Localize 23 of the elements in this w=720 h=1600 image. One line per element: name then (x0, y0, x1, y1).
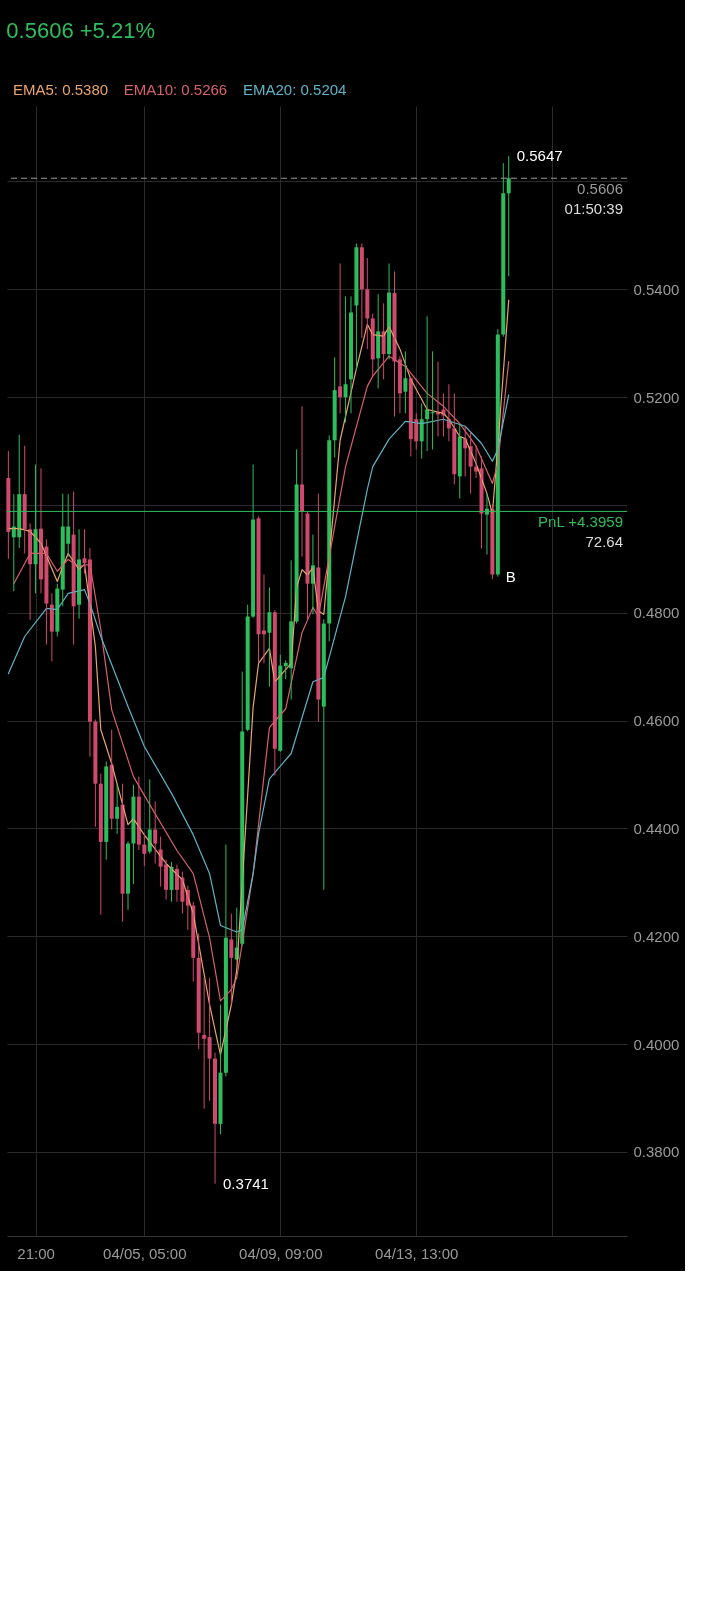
y-tick-label: 0.4400 (633, 819, 680, 837)
text: EMA5: 0.5380 (13, 81, 109, 98)
x-tick-label: 04/05, 05:00 (103, 1244, 187, 1262)
y-tick-label: 0.4800 (633, 604, 680, 622)
y-tick-label: 0.4600 (633, 712, 680, 730)
x-tick-label: 04/09, 09:00 (239, 1244, 323, 1262)
text: EMA10: 0.5266 (123, 81, 228, 98)
annotation: 0.5647 (516, 147, 563, 165)
annotation: 0.3741 (223, 1174, 269, 1192)
chart-subtitle: 0.5606 +5.21% (6, 18, 155, 43)
y-tick-label: 0.4000 (633, 1035, 680, 1053)
annotation: B (505, 567, 516, 585)
text: EMA20: 0.5204 (243, 81, 347, 98)
y-tick-label: 0.3800 (633, 1143, 680, 1161)
x-tick-label: 21:00 (17, 1244, 55, 1262)
x-tick-label: 04/13, 13:00 (375, 1244, 459, 1262)
y-tick-label: 0.5200 (633, 388, 680, 406)
annotation: 72.64 (585, 533, 623, 551)
ref-line-label: PnL +4.3959 (538, 513, 623, 531)
y-tick-label: 0.4200 (633, 927, 680, 945)
annotation: 01:50:39 (564, 200, 623, 218)
ref-line-label: 0.5606 (577, 180, 623, 198)
y-tick-label: 0.5400 (633, 280, 680, 298)
